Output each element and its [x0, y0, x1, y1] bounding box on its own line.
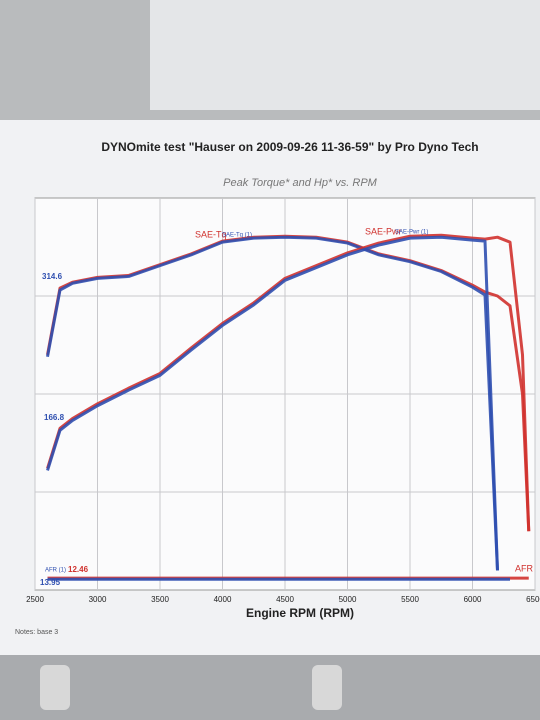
- x-tick-label: 4500: [276, 595, 294, 604]
- chart-subtitle: Peak Torque* and Hp* vs. RPM: [223, 177, 378, 189]
- x-tick-label: 5500: [401, 595, 419, 604]
- binder: [0, 655, 540, 720]
- chart-title: DYNOmite test "Hauser on 2009-09-26 11-3…: [101, 140, 478, 154]
- series-label: SAE-Tq: [195, 229, 227, 239]
- series-line: [46, 233, 531, 532]
- series-line: [46, 235, 499, 571]
- value-annotation: 314.6: [42, 272, 63, 281]
- x-tick-label: 5000: [339, 595, 357, 604]
- x-tick-label: 6500: [526, 595, 540, 604]
- series-label: SAE-Pwr: [365, 226, 402, 236]
- series-label: AFR (1): [45, 568, 66, 574]
- notes: Notes: base 3: [15, 629, 58, 636]
- x-tick-label: 6000: [464, 595, 482, 604]
- series-label: SAE-Tq (1): [222, 233, 252, 239]
- value-annotation: 166.8: [44, 413, 65, 422]
- value-annotation: 13.95: [40, 578, 61, 587]
- x-tick-label: 4000: [214, 595, 232, 604]
- value-annotation: 12.46: [68, 565, 89, 574]
- x-tick-label: 3500: [151, 595, 169, 604]
- ring: [40, 665, 70, 710]
- receipt: [150, 0, 540, 110]
- series-label: SAE-Pwr (1): [395, 230, 428, 236]
- x-tick-label: 2500: [26, 595, 44, 604]
- series-line: [46, 235, 499, 571]
- ring: [312, 665, 342, 710]
- x-axis-label: Engine RPM (RPM): [246, 606, 354, 620]
- series-label: AFR: [515, 563, 534, 573]
- x-tick-label: 3000: [89, 595, 107, 604]
